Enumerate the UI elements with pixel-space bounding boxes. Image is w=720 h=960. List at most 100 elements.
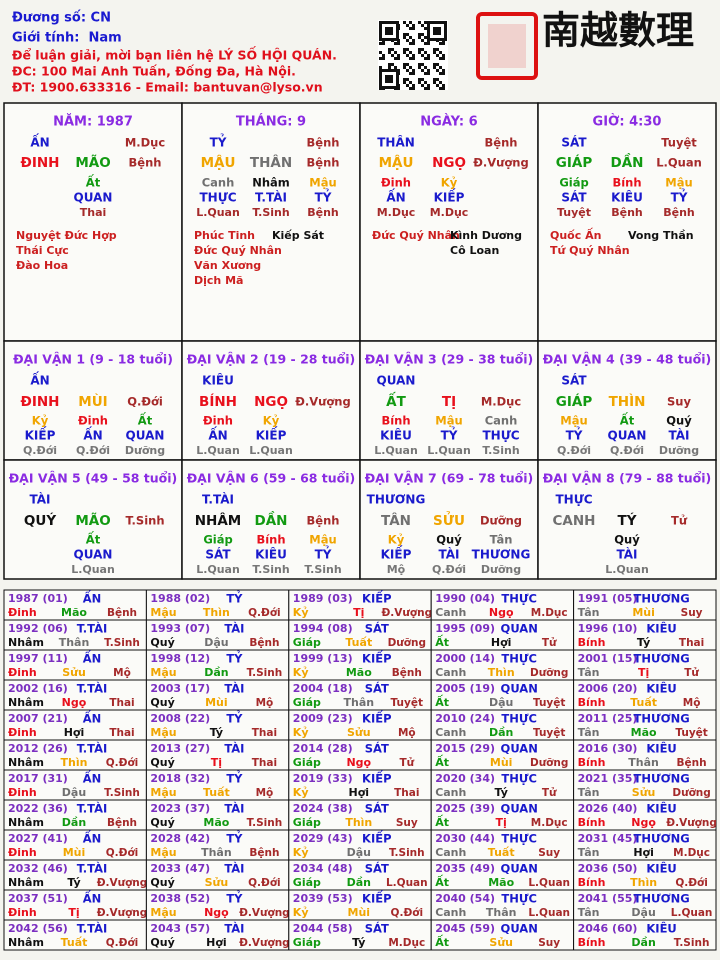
- year-stem: Bính: [578, 756, 606, 769]
- luck-box: [359, 340, 539, 461]
- hidden-stage: Dưỡng: [125, 444, 165, 457]
- hidden-stage: T.Sinh: [252, 206, 289, 219]
- qr-module: [391, 48, 394, 51]
- qr-module: [412, 69, 415, 72]
- year-label: 1992 (06): [8, 622, 68, 635]
- year-cell: [573, 919, 717, 951]
- year-label: 1996 (10): [578, 622, 638, 635]
- year-stem: Ất: [435, 634, 449, 649]
- qr-module: [406, 78, 409, 81]
- hidden-stem: Đinh: [78, 414, 108, 428]
- year-stage: Thai: [109, 697, 134, 709]
- year-stage: T.Sinh: [104, 787, 140, 799]
- seal-fill: [488, 24, 526, 68]
- year-god: QUAN: [501, 922, 538, 936]
- qr-module: [403, 33, 406, 36]
- earthly-branch: SỬU: [433, 510, 465, 529]
- earthly-branch: MÃO: [75, 512, 110, 529]
- hidden-stem: Kỷ: [388, 533, 405, 547]
- hidden-stage: L.Quan: [427, 444, 471, 457]
- qr-module: [403, 51, 406, 54]
- year-branch: Hợi: [349, 786, 370, 799]
- luck-box: [181, 340, 361, 461]
- year-god: THỰC: [501, 592, 537, 606]
- heavenly-stem: GIÁP: [556, 393, 593, 410]
- hidden-stage: Dưỡng: [659, 444, 699, 457]
- qr-module: [412, 72, 415, 75]
- year-cell: [288, 889, 432, 921]
- year-stem: Kỷ: [293, 606, 309, 619]
- heavenly-stem: TÂN: [381, 512, 411, 529]
- year-branch: Mùi: [205, 696, 228, 709]
- year-stage: Dưỡng: [388, 637, 426, 649]
- year-branch: Dậu: [347, 846, 371, 859]
- year-label: 2035 (49): [435, 862, 495, 875]
- qr-module: [409, 72, 412, 75]
- qr-module: [439, 87, 442, 90]
- year-label: 2021 (35): [578, 772, 638, 785]
- year-stage: Dưỡng: [530, 667, 568, 679]
- year-god: QUAN: [501, 622, 538, 636]
- year-god: KIẾP: [362, 650, 391, 666]
- heavenly-stem: MẬU: [201, 153, 236, 171]
- logo-text: 南越數理: [542, 8, 694, 53]
- year-cell: [430, 769, 575, 801]
- earthly-branch: THÌN: [609, 393, 646, 410]
- qr-module: [409, 36, 412, 39]
- year-stem: Canh: [435, 906, 466, 919]
- year-god: KIÊU: [646, 741, 676, 756]
- branch-stage: Dưỡng: [480, 514, 522, 528]
- year-branch: Ngọ: [631, 816, 656, 829]
- year-stem: Quý: [150, 876, 174, 889]
- year-stage: Tuyệt: [533, 697, 565, 709]
- year-stem: Đinh: [8, 726, 37, 739]
- year-stem: Tân: [578, 606, 600, 619]
- year-god: KIÊU: [646, 861, 676, 876]
- year-stem: Ất: [435, 934, 449, 949]
- year-label: 2010 (24): [435, 712, 495, 725]
- year-stem: Nhâm: [8, 876, 44, 889]
- year-stage: Đ.Vượng: [97, 907, 148, 919]
- year-stage: Mộ: [113, 667, 131, 679]
- year-stem: Giáp: [293, 756, 321, 769]
- year-cell: [3, 679, 147, 711]
- hidden-stem: Nhâm: [252, 176, 290, 190]
- qr-module: [433, 78, 436, 81]
- hidden-god: ẤN: [386, 188, 405, 205]
- year-branch: Tị: [638, 666, 649, 679]
- year-label: 1988 (02): [150, 592, 210, 605]
- luck-box: [537, 459, 717, 580]
- qr-module: [421, 39, 424, 42]
- qr-module: [421, 24, 424, 27]
- year-god: SÁT: [365, 741, 389, 756]
- year-branch: Thân: [59, 636, 90, 649]
- heavenly-stem: GIÁP: [556, 154, 593, 171]
- year-stem: Bính: [578, 696, 606, 709]
- branch-stage: Bệnh: [307, 514, 340, 528]
- year-stem: Canh: [435, 846, 466, 859]
- year-stem: Quý: [150, 636, 174, 649]
- year-label: 2019 (33): [293, 772, 353, 785]
- year-label: 2031 (45): [578, 832, 638, 845]
- year-god: T.TÀI: [77, 741, 108, 756]
- hidden-stage: L.Quan: [71, 563, 115, 576]
- year-branch: Thân: [344, 696, 375, 709]
- year-branch: Sửu: [489, 936, 513, 949]
- hidden-stage: Mộ: [387, 563, 406, 576]
- year-stem: Đinh: [8, 906, 37, 919]
- stem-stage: Tuyệt: [661, 136, 697, 150]
- year-stem: Đinh: [8, 666, 37, 679]
- hidden-stage: Bệnh: [663, 206, 695, 219]
- year-stage: L.Quan: [386, 877, 428, 889]
- year-cell: [288, 619, 432, 651]
- year-stem: Đinh: [8, 846, 37, 859]
- year-branch: Tý: [495, 786, 508, 799]
- year-stage: Đ.Vượng: [666, 817, 717, 829]
- stem-stage: M.Dục: [125, 136, 166, 150]
- luck-title: ĐẠI VẬN 3 (29 - 38 tuổi): [365, 352, 534, 367]
- qr-module: [421, 69, 424, 72]
- year-stage: Bệnh: [677, 757, 707, 769]
- qr-module: [433, 51, 436, 54]
- branch-stage: Tử: [671, 514, 688, 528]
- year-stem: Nhâm: [8, 696, 44, 709]
